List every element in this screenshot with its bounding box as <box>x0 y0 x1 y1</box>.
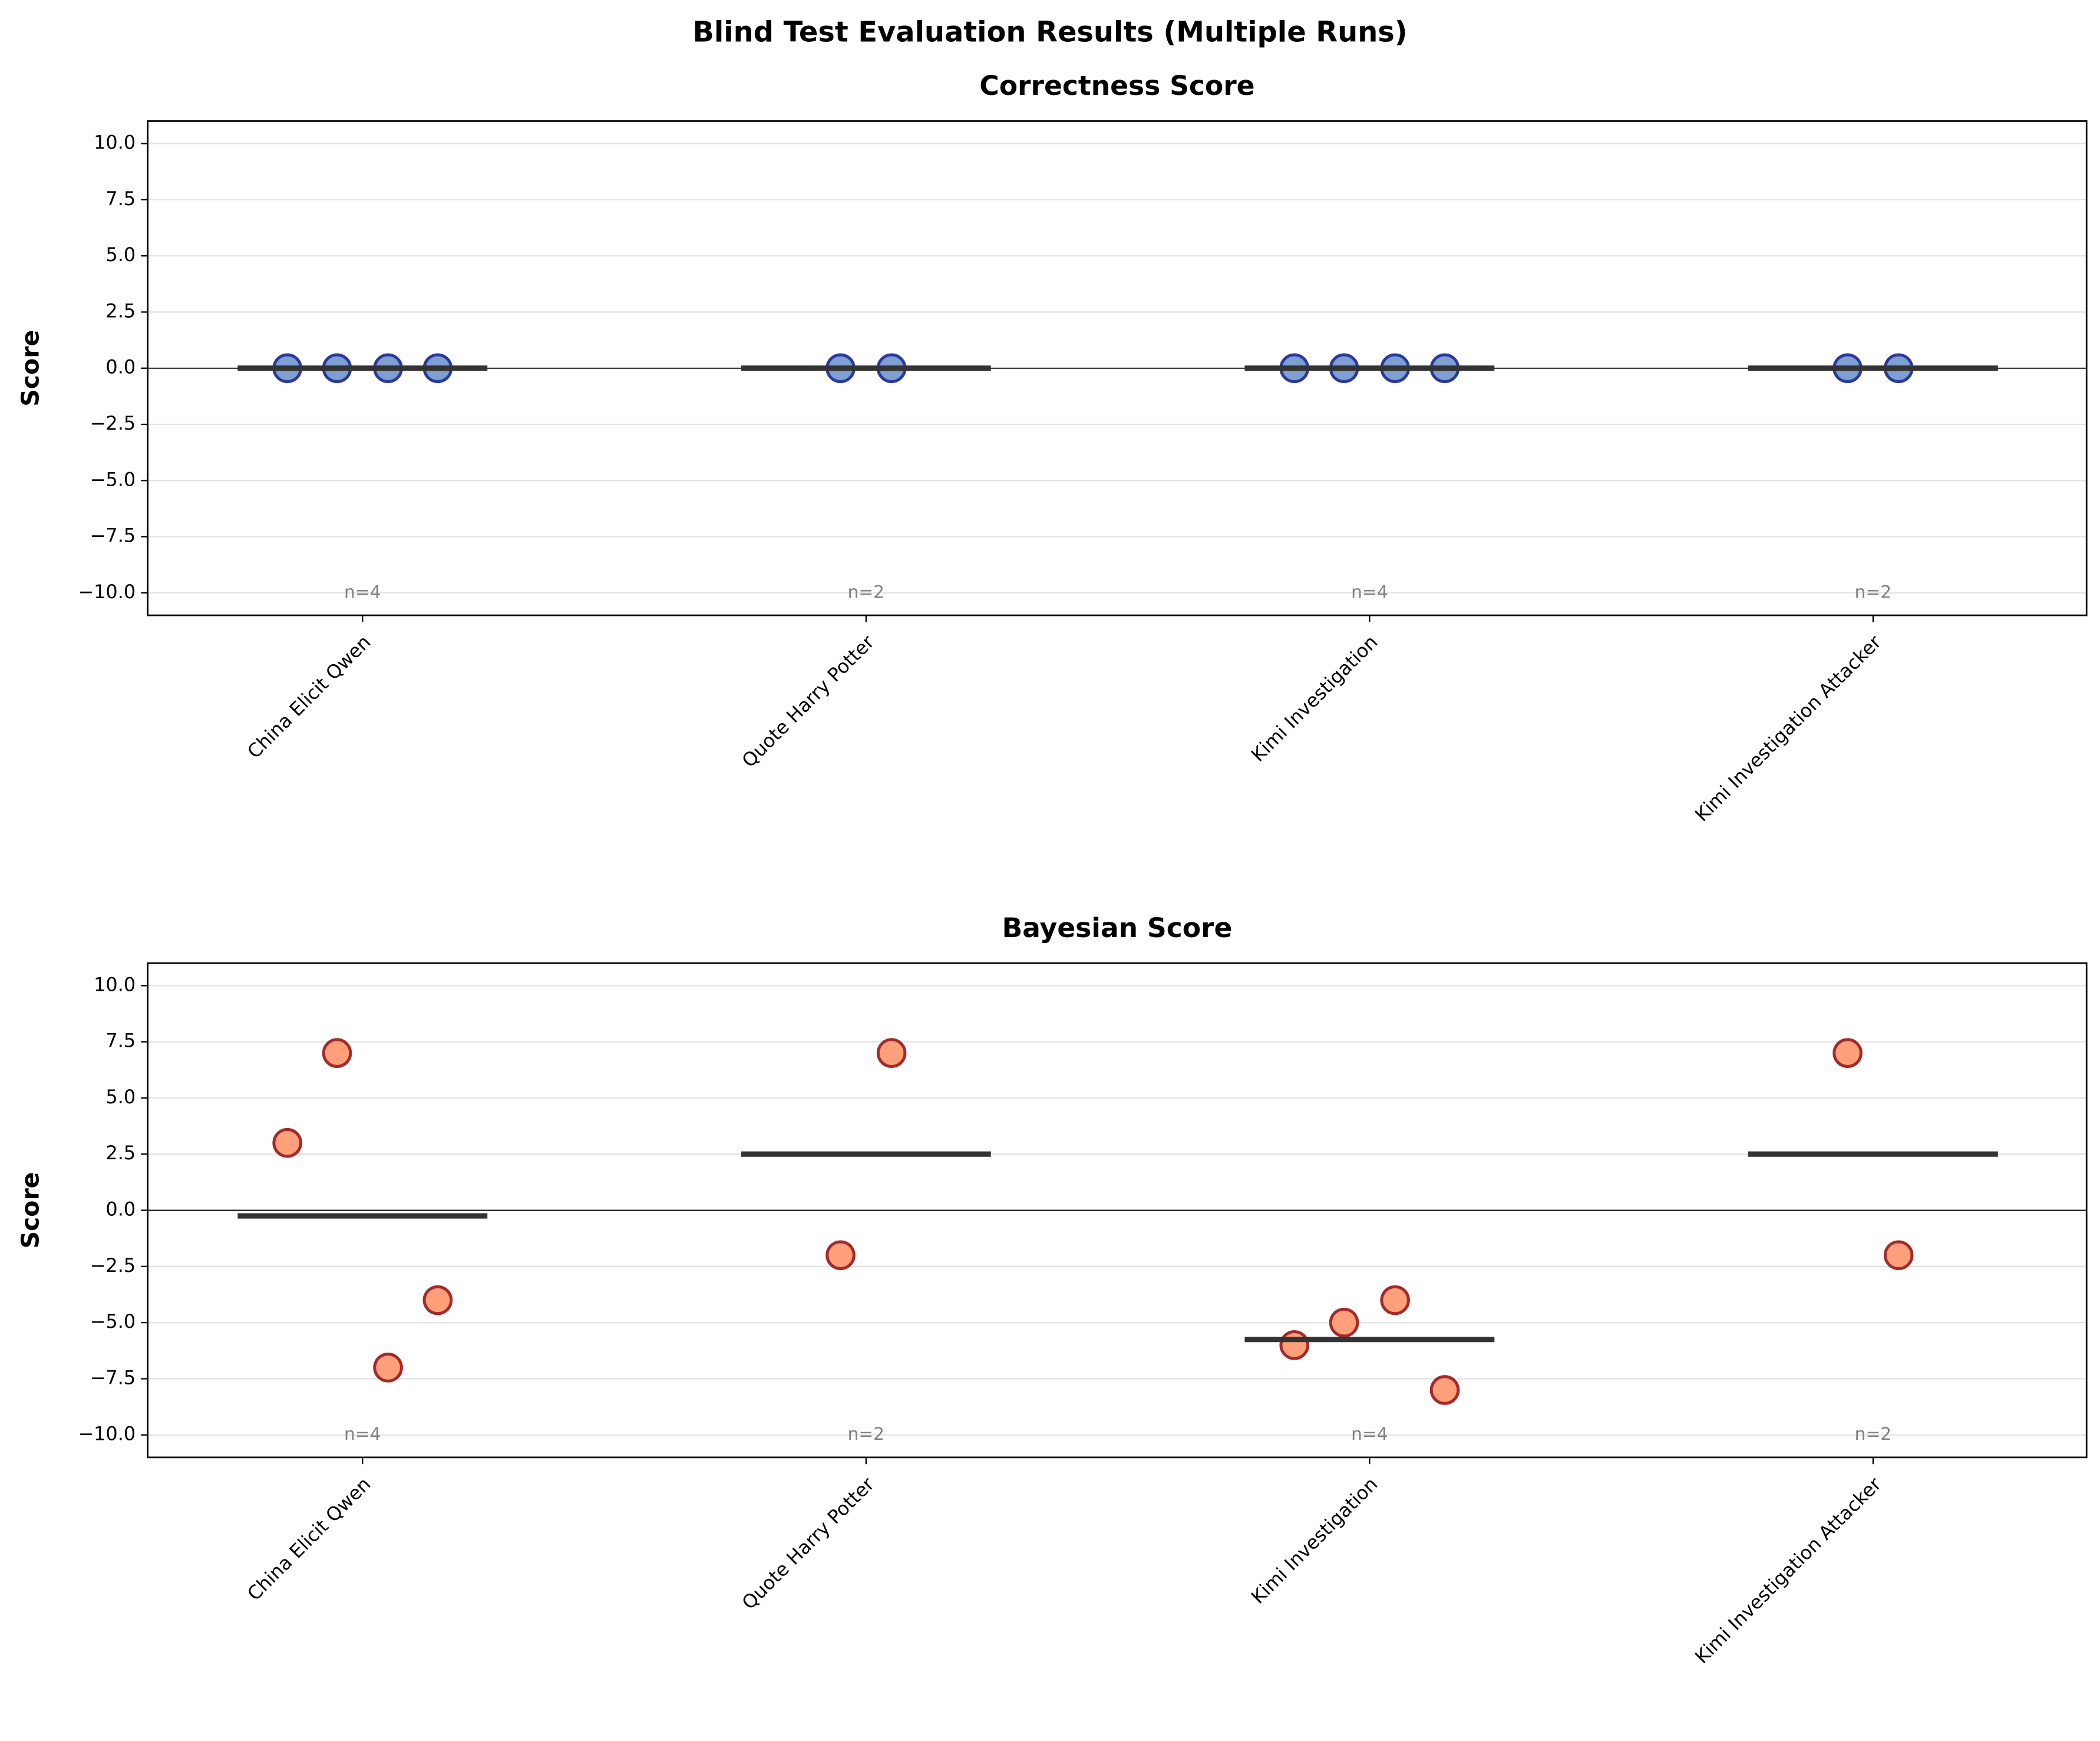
n-label: n=2 <box>1855 1424 1891 1444</box>
point <box>373 1353 403 1383</box>
figure-title: Blind Test Evaluation Results (Multiple … <box>692 16 1407 48</box>
n-label: n=4 <box>344 1424 381 1444</box>
y-tick-label: 0.0 <box>105 1198 136 1221</box>
point <box>826 1240 856 1271</box>
y-tick-label: 10.0 <box>94 131 136 154</box>
y-tick-label: −10.0 <box>78 1423 136 1445</box>
y-axis-label: Score <box>16 1172 45 1249</box>
y-tick-label: −5.0 <box>90 1310 136 1333</box>
y-tick-label: −7.5 <box>90 1366 136 1389</box>
axes-title: Bayesian Score <box>1002 912 1232 944</box>
y-tick-label: 7.5 <box>105 187 136 210</box>
n-label: n=2 <box>1855 582 1891 602</box>
y-axis-label: Score <box>16 330 45 407</box>
point <box>1380 1285 1410 1315</box>
n-label: n=2 <box>848 582 884 602</box>
n-label: n=4 <box>1351 582 1388 602</box>
y-tick-label: 5.0 <box>105 243 136 266</box>
y-tick-label: −5.0 <box>90 468 136 490</box>
point <box>272 1127 302 1158</box>
n-label: n=2 <box>848 1424 884 1444</box>
y-tick-label: 0.0 <box>105 356 136 378</box>
point <box>1329 1307 1359 1338</box>
point <box>1279 1330 1310 1360</box>
y-tick-label: 10.0 <box>94 973 136 995</box>
point <box>322 1038 352 1069</box>
y-tick-label: −7.5 <box>90 525 136 547</box>
point <box>1429 1375 1460 1405</box>
y-tick-label: 2.5 <box>105 1142 136 1164</box>
point <box>1832 1038 1863 1069</box>
n-label: n=4 <box>1351 1424 1388 1444</box>
point <box>876 1038 907 1069</box>
point <box>1883 1240 1914 1271</box>
y-tick-label: 5.0 <box>105 1086 136 1108</box>
y-tick-label: −2.5 <box>90 412 136 434</box>
point <box>422 1285 453 1315</box>
axes-frame <box>147 120 2088 616</box>
axes-title: Correctness Score <box>979 70 1254 101</box>
y-tick-label: −10.0 <box>78 581 136 603</box>
y-tick-label: 7.5 <box>105 1030 136 1052</box>
y-tick-label: 2.5 <box>105 299 136 322</box>
y-tick-label: −2.5 <box>90 1254 136 1277</box>
axes-frame <box>147 962 2088 1459</box>
n-label: n=4 <box>344 582 381 602</box>
